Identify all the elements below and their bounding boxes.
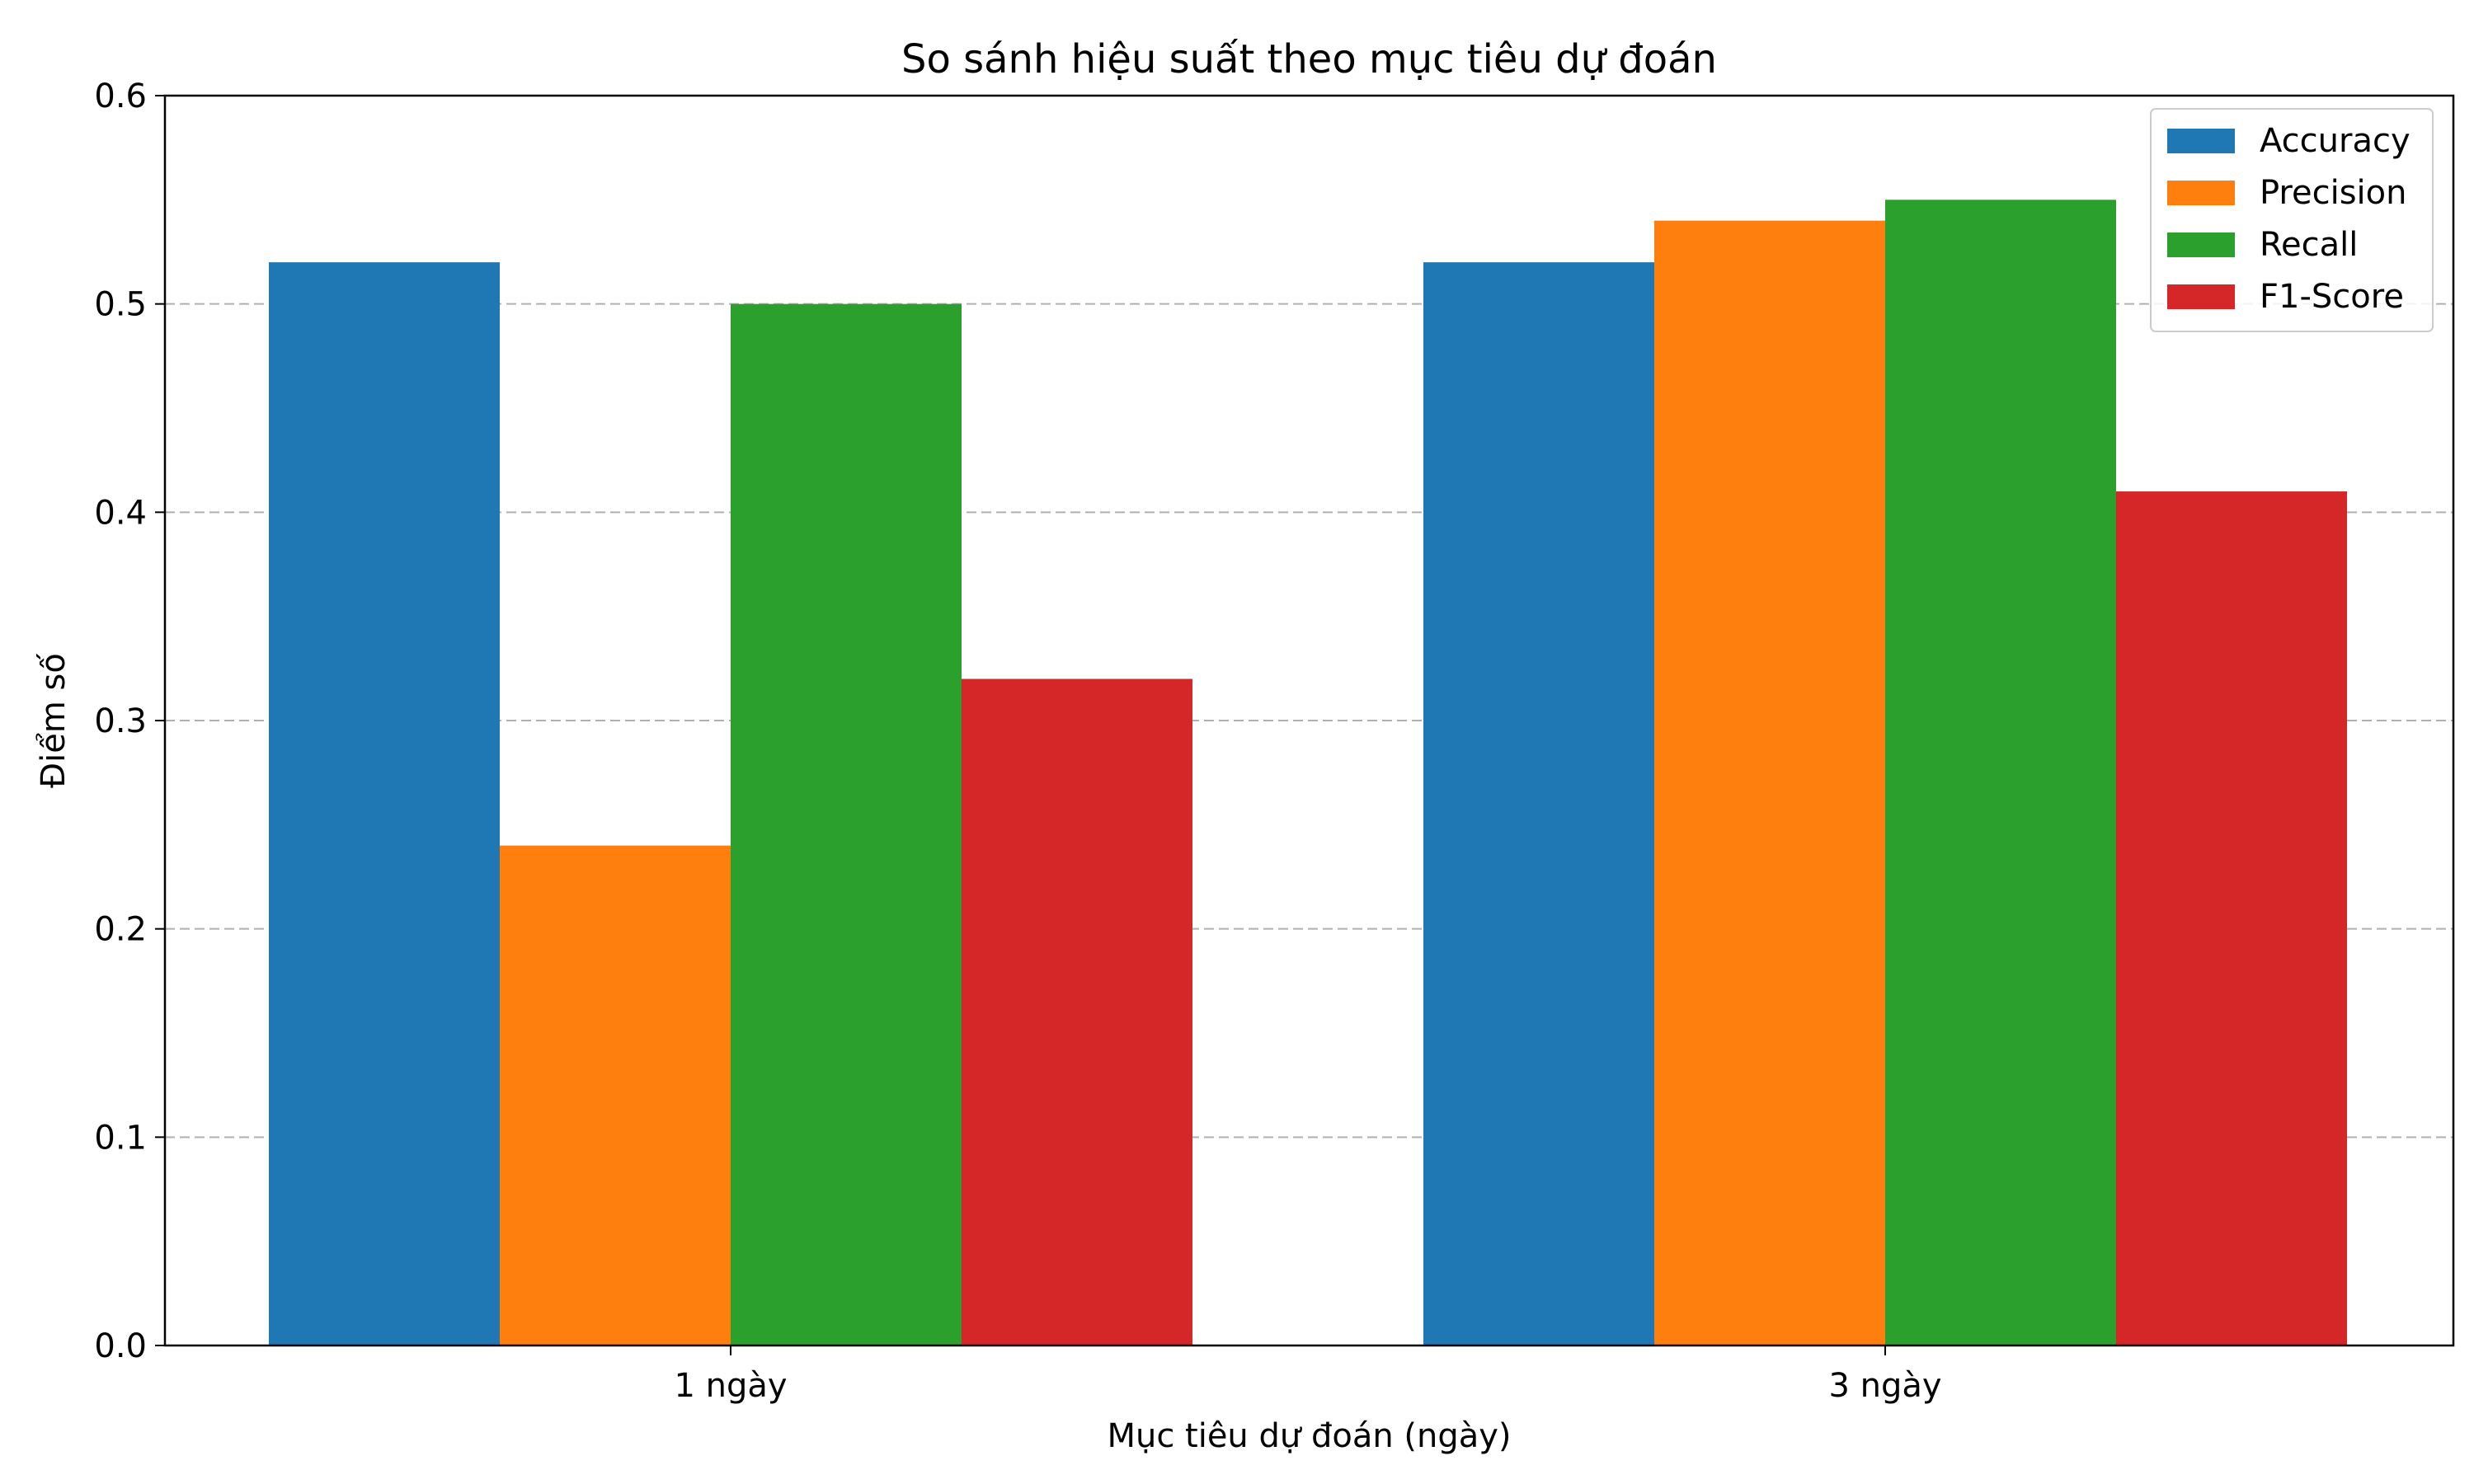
y-tick-label: 0.0 — [94, 1327, 147, 1365]
x-axis-label: Mục tiêu dự đoán (ngày) — [1107, 1417, 1511, 1455]
y-tick-label: 0.6 — [94, 77, 147, 115]
y-tick-label: 0.5 — [94, 286, 147, 324]
y-tick-label: 0.3 — [94, 702, 147, 740]
legend-label: F1-Score — [2260, 278, 2404, 316]
x-tick-label: 1 ngày — [674, 1367, 787, 1405]
legend-label: Precision — [2260, 174, 2406, 212]
legend-label: Recall — [2260, 226, 2358, 264]
x-axis: 1 ngày 3 ngày — [674, 1345, 1942, 1405]
legend-swatch — [2167, 284, 2235, 309]
bar-accuracy-1 — [269, 262, 500, 1346]
y-tick-label: 0.1 — [94, 1119, 147, 1157]
y-axis-label: Điểm số — [35, 653, 73, 788]
bar-accuracy-2 — [1423, 262, 1654, 1346]
x-tick-label: 3 ngày — [1828, 1367, 1941, 1405]
y-tick-label: 0.2 — [94, 911, 147, 949]
legend: Accuracy Precision Recall F1-Score — [2150, 108, 2434, 332]
y-tick-label: 0.4 — [94, 494, 147, 532]
bar-precision-1 — [500, 845, 731, 1345]
y-axis: 0.0 0.1 0.2 0.3 0.4 0.5 0.6 — [94, 77, 165, 1365]
legend-swatch — [2167, 181, 2235, 205]
chart-title: So sánh hiệu suất theo mục tiêu dự đoán — [901, 36, 1717, 82]
bars-layer — [269, 200, 2347, 1346]
bar-recall-1 — [731, 303, 962, 1346]
legend-label: Accuracy — [2260, 122, 2411, 160]
bar-precision-2 — [1654, 220, 1885, 1346]
legend-swatch — [2167, 232, 2235, 257]
bar-recall-2 — [1885, 200, 2116, 1345]
legend-swatch — [2167, 129, 2235, 153]
legend-box — [2150, 108, 2434, 332]
bar-f1-score-1 — [962, 679, 1192, 1345]
bar-f1-score-2 — [2116, 491, 2347, 1345]
